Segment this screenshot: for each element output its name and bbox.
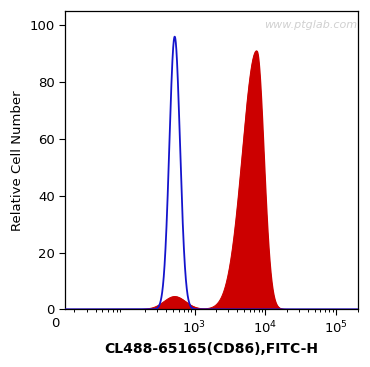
Text: 0: 0 <box>51 317 60 330</box>
Text: www.ptglab.com: www.ptglab.com <box>264 20 357 30</box>
X-axis label: CL488-65165(CD86),FITC-H: CL488-65165(CD86),FITC-H <box>104 342 319 356</box>
Y-axis label: Relative Cell Number: Relative Cell Number <box>11 90 24 230</box>
